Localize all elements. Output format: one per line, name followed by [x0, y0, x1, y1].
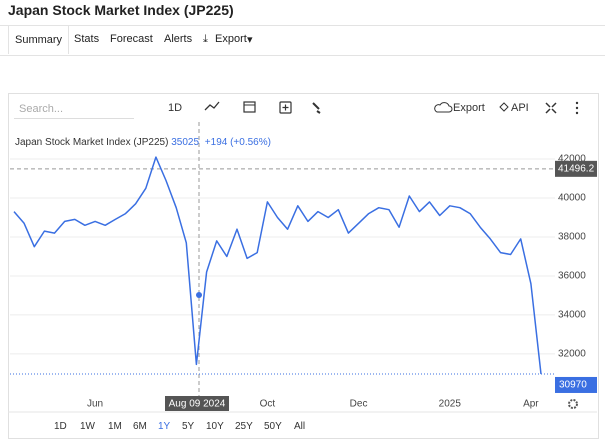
- tab-bar: Summary Stats Forecast Alerts ⤓ Export ▾: [0, 25, 605, 56]
- add-icon[interactable]: [279, 101, 292, 114]
- y-tick-label: 34000: [558, 310, 586, 321]
- interval-button[interactable]: 1D: [168, 102, 183, 114]
- api-button[interactable]: API: [511, 102, 529, 114]
- x-tick-label: Dec: [350, 399, 368, 410]
- page-title: Japan Stock Market Index (JP225): [8, 2, 234, 18]
- y-tick-label: 38000: [558, 232, 586, 243]
- export-icon: ⤓: [203, 33, 208, 45]
- chart-widget: [8, 93, 599, 439]
- tab[interactable]: Summary: [8, 26, 70, 54]
- hover-value: 35025: [171, 137, 200, 148]
- tab[interactable]: Forecast: [110, 33, 153, 45]
- hover-date-box: [165, 396, 229, 411]
- fullscreen-icon[interactable]: [545, 102, 557, 114]
- y-tick-label: 40000: [558, 193, 586, 204]
- more-icon[interactable]: [575, 101, 579, 105]
- dropdown-caret: ▾: [247, 34, 253, 46]
- search-underline: [14, 118, 134, 119]
- x-tick-label: Jun: [87, 399, 103, 410]
- range-button[interactable]: 1W: [80, 421, 95, 432]
- x-tick-label: Apr: [523, 399, 539, 410]
- tab[interactable]: Export: [215, 33, 247, 45]
- tool-icon[interactable]: [312, 102, 321, 114]
- last-value-label: 30970: [559, 380, 587, 391]
- y-tick-label: 36000: [558, 271, 586, 282]
- line-type-icon[interactable]: [204, 101, 220, 111]
- hover-point: [196, 291, 202, 298]
- export-button[interactable]: Export: [453, 102, 485, 114]
- range-button[interactable]: 1D: [54, 421, 67, 432]
- range-button[interactable]: 6M: [133, 421, 147, 432]
- hover-change: +194 (+0.56%): [204, 137, 271, 148]
- settings-icon[interactable]: [568, 399, 578, 409]
- series-line: [13, 156, 542, 375]
- range-button[interactable]: 10Y: [206, 421, 224, 432]
- range-button[interactable]: 1M: [108, 421, 122, 432]
- crosshair-label-box: [555, 160, 597, 177]
- hover-date: Aug 09 2024: [169, 399, 226, 410]
- x-tick-label: 2025: [439, 399, 462, 410]
- range-button[interactable]: 1Y: [158, 421, 171, 432]
- x-tick-label: Oct: [260, 399, 276, 410]
- crosshair-label: 41496.2: [558, 163, 595, 174]
- search-input[interactable]: Search...: [19, 103, 64, 115]
- range-button[interactable]: 5Y: [182, 421, 195, 432]
- api-icon: [499, 102, 509, 112]
- legend-name: Japan Stock Market Index (JP225): [15, 137, 169, 148]
- export-icon: [434, 102, 453, 113]
- add-icon-plus: [282, 104, 289, 111]
- range-button[interactable]: 25Y: [235, 421, 253, 432]
- legend: Japan Stock Market Index (JP225) 35025 +…: [15, 137, 271, 148]
- y-tick-label: 32000: [558, 349, 586, 360]
- tab[interactable]: Stats: [74, 33, 100, 45]
- range-button[interactable]: 50Y: [264, 421, 282, 432]
- more-icon-dot: [575, 111, 579, 115]
- last-value-box: [555, 376, 597, 393]
- y-tick-label: 42000: [558, 154, 586, 165]
- calendar-icon[interactable]: [243, 101, 256, 113]
- tab[interactable]: Alerts: [164, 33, 193, 45]
- range-button[interactable]: All: [294, 421, 306, 432]
- more-icon-dot: [575, 106, 579, 110]
